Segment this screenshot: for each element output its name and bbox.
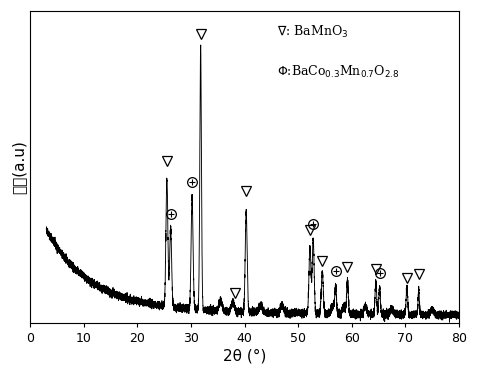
Y-axis label: 强度(a.u): 强度(a.u) [11, 140, 26, 194]
X-axis label: 2θ (°): 2θ (°) [223, 349, 266, 364]
Text: $\nabla$: BaMnO$_3$: $\nabla$: BaMnO$_3$ [277, 24, 348, 40]
Text: $\Phi$:BaCo$_{0.3}$Mn$_{0.7}$O$_{2.8}$: $\Phi$:BaCo$_{0.3}$Mn$_{0.7}$O$_{2.8}$ [277, 64, 399, 80]
